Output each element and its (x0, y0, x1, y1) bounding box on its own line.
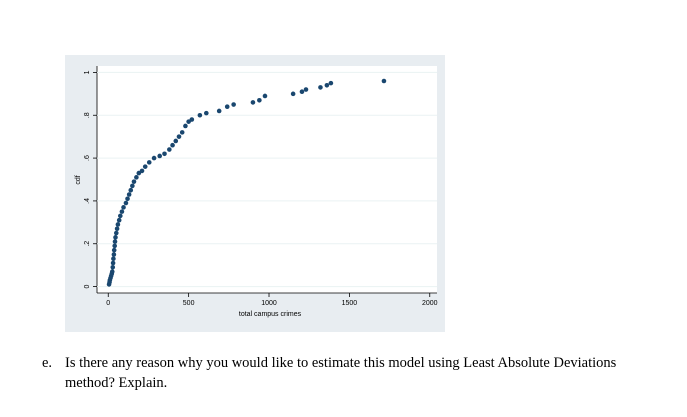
data-point (176, 134, 182, 139)
y-axis-label: cdf (75, 175, 82, 184)
x-tick-label: 1500 (342, 300, 358, 307)
data-point (109, 269, 115, 274)
y-tick-label: 1 (84, 70, 91, 74)
x-tick-label: 2000 (422, 300, 438, 307)
data-point (111, 252, 117, 257)
data-point (324, 82, 330, 88)
data-point (128, 187, 134, 193)
data-point (257, 97, 262, 103)
plot-area (97, 66, 437, 293)
data-point (151, 155, 157, 161)
data-point (131, 179, 137, 184)
data-point (111, 256, 116, 262)
data-point (216, 108, 222, 114)
data-point (146, 160, 152, 165)
x-axis-label: total campus crimes (239, 311, 302, 318)
y-tick-label: .6 (84, 155, 91, 161)
data-point (303, 87, 309, 92)
y-tick-label: .2 (84, 241, 91, 247)
data-point (113, 235, 118, 240)
y-tick-label: .4 (84, 198, 91, 204)
data-point (130, 183, 135, 189)
data-point (318, 85, 323, 90)
data-point (204, 110, 209, 116)
x-tick-label: 500 (183, 300, 195, 307)
data-point (126, 192, 132, 197)
data-point (112, 239, 118, 244)
data-point (224, 104, 230, 109)
data-point (189, 117, 195, 122)
data-point (328, 80, 334, 86)
data-point (125, 196, 130, 202)
data-point (183, 123, 188, 129)
question-text: method? Explain. (65, 375, 167, 391)
data-point (134, 175, 139, 180)
data-point (170, 142, 175, 148)
data-point (162, 151, 167, 157)
data-point (290, 91, 296, 97)
y-tick-label: .8 (84, 112, 91, 118)
question-text: Is there any reason why you would like t… (65, 355, 617, 371)
data-point (110, 260, 116, 266)
x-tick-label: 1000 (261, 300, 277, 307)
data-point (121, 205, 126, 210)
data-point (157, 153, 162, 159)
y-tick-label: 0 (84, 285, 91, 289)
data-point (123, 200, 129, 206)
data-point (139, 168, 145, 174)
data-point (167, 147, 172, 152)
data-point (381, 78, 387, 84)
data-point (231, 102, 236, 107)
data-point (118, 213, 123, 219)
data-point (173, 138, 179, 144)
data-point (113, 230, 119, 236)
data-point (197, 112, 203, 118)
data-point (142, 164, 148, 169)
x-tick-label: 0 (106, 300, 110, 307)
data-point (116, 217, 122, 223)
data-point (299, 89, 305, 94)
question-label: e. (42, 355, 52, 371)
data-point (114, 226, 120, 232)
data-point (111, 247, 117, 253)
data-point (115, 222, 121, 227)
data-point (262, 93, 268, 99)
data-point (119, 209, 125, 214)
data-point (110, 265, 116, 270)
data-point (112, 243, 117, 249)
data-point (179, 130, 185, 135)
data-point (250, 100, 256, 105)
